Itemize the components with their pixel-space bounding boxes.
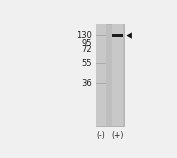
Bar: [96, 83, 106, 84]
Bar: [112, 24, 123, 126]
Bar: [96, 43, 106, 44]
Bar: [112, 34, 123, 37]
Text: (-): (-): [97, 131, 105, 140]
Text: 72: 72: [81, 45, 92, 54]
Text: (+): (+): [111, 131, 124, 140]
Bar: [96, 50, 106, 51]
Bar: [96, 24, 124, 126]
Bar: [96, 63, 106, 64]
Bar: [96, 24, 106, 126]
Bar: [96, 35, 106, 36]
Text: 55: 55: [82, 59, 92, 68]
Polygon shape: [126, 32, 132, 39]
Text: 130: 130: [76, 31, 92, 40]
Text: 95: 95: [82, 39, 92, 48]
Text: 36: 36: [81, 79, 92, 88]
